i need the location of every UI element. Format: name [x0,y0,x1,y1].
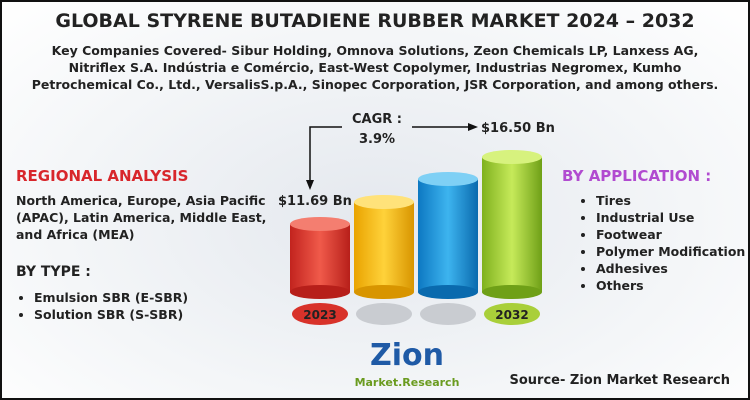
application-list: TiresIndustrial UseFootwearPolymer Modif… [578,192,745,294]
title: GLOBAL STYRENE BUTADIENE RUBBER MARKET 2… [55,10,695,32]
year-badge [484,303,540,325]
companies: Key Companies Covered- Sibur Holding, Om… [31,43,719,92]
source: Source- Zion Market Research [510,373,731,388]
arrow-head [306,180,314,190]
section-title: BY TYPE : [16,264,91,280]
list-item: Polymer Modification [596,243,745,260]
year: 2032 [495,308,528,322]
end-value: $16.50 Bn [481,121,555,136]
regions: North America, Europe, Asia Pacific (APA… [16,193,267,242]
list-item: Adhesives [596,260,745,277]
list-item: Solution SBR (S-SBR) [34,306,188,323]
section-title: BY APPLICATION : [562,167,712,185]
logo-name: Zion [370,338,444,373]
logo-tagline: Market.Research [355,376,460,389]
list-item: Footwear [596,226,745,243]
list-item: Industrial Use [596,209,745,226]
section-title: REGIONAL ANALYSIS [16,167,189,185]
arrow-head [468,123,478,131]
year: 2023 [303,308,336,322]
arrow [309,126,342,187]
cagr-label: CAGR : [352,112,402,127]
year-badge [356,303,412,325]
year-badge [292,303,348,325]
cylinder [290,217,350,299]
list-item: Others [596,277,745,294]
year-badge [420,303,476,325]
cylinder [418,172,478,299]
cylinder [354,195,414,299]
start-value: $11.69 Bn [278,194,352,209]
list-item: Tires [596,192,745,209]
list-item: Emulsion SBR (E-SBR) [34,289,188,306]
type-list: Emulsion SBR (E-SBR)Solution SBR (S-SBR) [16,289,188,323]
cylinder [482,150,542,299]
cagr-value: 3.9% [359,132,395,147]
